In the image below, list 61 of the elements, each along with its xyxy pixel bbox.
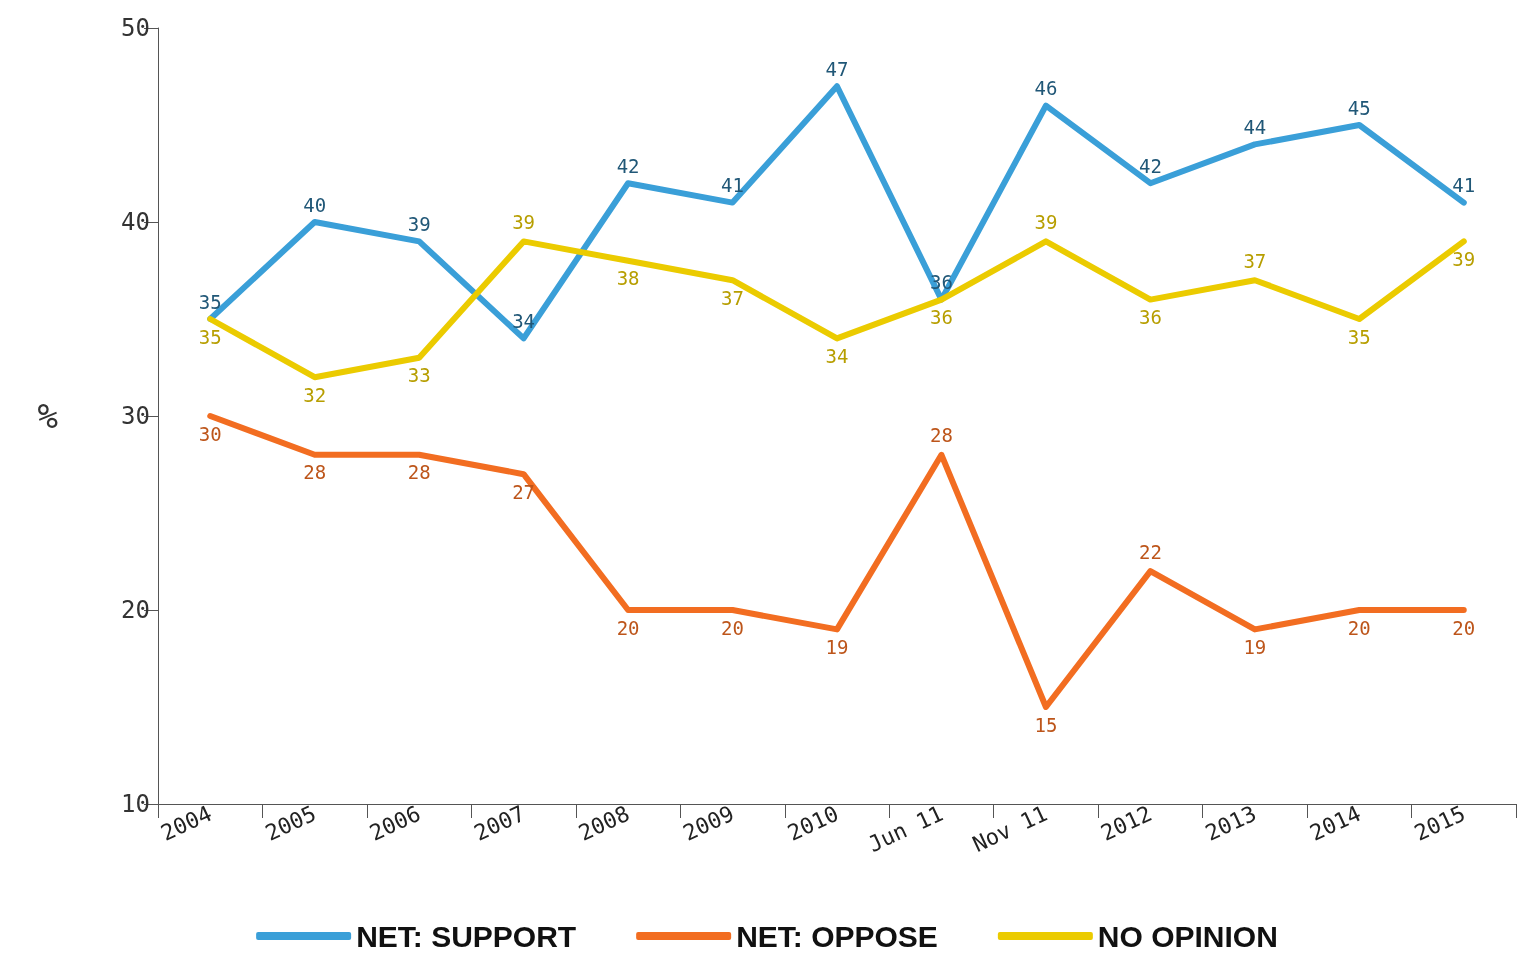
data-label: 42 xyxy=(1138,154,1162,177)
data-label: 46 xyxy=(1034,77,1058,100)
legend-label: NET: SUPPORT xyxy=(356,919,577,953)
data-label: 28 xyxy=(407,461,431,484)
y-tick-label: 30 xyxy=(121,402,150,430)
y-tick-label: 10 xyxy=(121,790,150,818)
data-label: 20 xyxy=(721,616,744,639)
data-label: 37 xyxy=(721,286,744,309)
legend-label: NO OPINION xyxy=(1097,919,1278,953)
x-tick-label: Jun 11 xyxy=(864,800,947,857)
data-label: 28 xyxy=(930,424,953,447)
x-tick-label: 2007 xyxy=(470,800,529,846)
data-label: 22 xyxy=(1138,540,1162,563)
x-tick-label: 2013 xyxy=(1201,800,1261,846)
x-tick-label: 2004 xyxy=(156,800,216,846)
data-label: 39 xyxy=(407,212,431,235)
data-label: 47 xyxy=(825,57,849,80)
data-label: 27 xyxy=(512,480,536,503)
y-tick-label: 40 xyxy=(121,208,150,236)
data-label: 35 xyxy=(1347,325,1371,348)
data-label: 37 xyxy=(1243,249,1267,272)
data-label: 20 xyxy=(1347,616,1371,639)
x-tick-label: 2014 xyxy=(1306,800,1365,846)
data-label: 34 xyxy=(512,309,536,332)
data-label: 39 xyxy=(512,210,536,233)
data-label: 41 xyxy=(1452,174,1476,197)
data-label: 36 xyxy=(930,271,953,294)
y-axis-title: % xyxy=(37,396,58,436)
data-label: 39 xyxy=(1034,210,1058,233)
legend-label: NET: OPPOSE xyxy=(736,919,938,953)
data-label: 28 xyxy=(303,461,327,484)
data-label: 20 xyxy=(1452,616,1476,639)
data-label: 38 xyxy=(616,267,640,290)
data-label: 20 xyxy=(616,616,640,639)
x-tick-label: 2008 xyxy=(574,800,634,846)
data-label: 15 xyxy=(1034,713,1058,736)
data-label: 35 xyxy=(198,325,222,348)
data-label: 35 xyxy=(198,290,222,313)
data-label: 30 xyxy=(198,422,222,445)
x-tick-label: 2015 xyxy=(1410,800,1470,846)
y-tick-label: 50 xyxy=(121,14,150,42)
data-label: 32 xyxy=(303,383,327,406)
data-label: 44 xyxy=(1243,115,1267,138)
data-label: 42 xyxy=(616,154,640,177)
data-label: 19 xyxy=(825,635,849,658)
x-tick-label: 2009 xyxy=(679,800,738,846)
data-label: 41 xyxy=(721,174,744,197)
x-tick-label: Nov 11 xyxy=(968,800,1052,857)
data-label: 34 xyxy=(825,344,849,367)
y-tick-label: 20 xyxy=(121,596,150,624)
x-tick-label: 2010 xyxy=(783,800,843,846)
x-tick-label: 2006 xyxy=(365,800,425,846)
data-label: 45 xyxy=(1347,96,1371,119)
data-label: 40 xyxy=(303,193,327,216)
data-label: 36 xyxy=(1138,306,1162,329)
data-label: 36 xyxy=(930,306,953,329)
x-tick-label: 2012 xyxy=(1097,800,1156,846)
x-tick-label: 2005 xyxy=(261,800,320,846)
data-label: 19 xyxy=(1243,635,1267,658)
data-label: 33 xyxy=(407,364,431,387)
data-label: 39 xyxy=(1452,247,1476,270)
